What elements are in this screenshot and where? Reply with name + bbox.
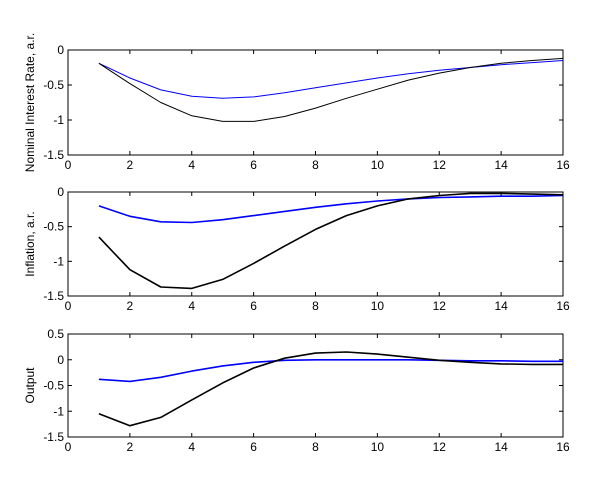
panel-1: 0 2 4 6 8 10 12 14 16 0 -0.5 -1 -1.5 Nominal Interest… (23, 33, 570, 172)
x-tick-label: 0 (65, 158, 72, 172)
series-line-2 (98, 351, 563, 427)
y-tick-label: -1.5 (43, 289, 64, 303)
x-tick-label: 4 (188, 299, 195, 313)
x-tick-label: 16 (556, 440, 570, 454)
x-tick-label: 14 (494, 158, 508, 172)
y-tick-label: 0.5 (47, 327, 64, 341)
x-tick-label: 12 (433, 440, 447, 454)
x-tick-label: 6 (250, 440, 257, 454)
x-tick-label: 4 (188, 440, 195, 454)
x-tick-label: 16 (556, 158, 570, 172)
x-tick-label: 2 (127, 158, 134, 172)
series-line-1 (98, 358, 563, 383)
x-tick-label: 8 (312, 158, 319, 172)
x-tick-label: 8 (312, 440, 319, 454)
x-tick-label: 6 (250, 299, 257, 313)
x-tick-label: 10 (371, 158, 385, 172)
y-tick-label: -1 (53, 113, 64, 127)
x-tick-label: 12 (433, 299, 447, 313)
y-tick-label: -0.5 (43, 379, 64, 393)
x-tick-label: 0 (65, 440, 72, 454)
x-tick-label: 10 (371, 299, 385, 313)
y-tick-label: -0.5 (43, 78, 64, 92)
y-axis-label: Nominal Interest Rate, a.r. (23, 33, 37, 172)
x-tick-label: 16 (556, 299, 570, 313)
y-axis-label: Inflation, a.r. (23, 211, 37, 276)
x-tick-label: 12 (433, 158, 447, 172)
x-tick-label: 8 (312, 299, 319, 313)
y-tick-label: 0 (57, 43, 64, 57)
x-tick-label: 2 (127, 440, 134, 454)
y-tick-label: -1 (53, 254, 64, 268)
x-tick-label: 6 (250, 158, 257, 172)
y-tick-label: 0 (57, 185, 64, 199)
y-tick-label: -1 (53, 404, 64, 418)
y-axis-label: Output (23, 367, 37, 404)
x-tick-label: 14 (494, 299, 508, 313)
series-line-1 (98, 60, 564, 99)
series-line-2 (98, 57, 564, 122)
x-tick-label: 4 (188, 158, 195, 172)
x-tick-label: 2 (127, 299, 134, 313)
x-tick-label: 14 (494, 440, 508, 454)
x-tick-label: 0 (65, 299, 72, 313)
panel-2: 0 2 4 6 8 10 12 14 16 0 -0.5 -1 -1.5 Inflation, a.r. (23, 185, 570, 313)
y-tick-label: -1.5 (43, 430, 64, 444)
y-tick-label: -0.5 (43, 220, 64, 234)
series-line-2 (98, 192, 564, 290)
y-tick-label: -1.5 (43, 148, 64, 162)
y-tick-label: 0 (57, 353, 64, 367)
x-tick-label: 10 (371, 440, 385, 454)
panel-3: 0 2 4 6 8 10 12 14 16 0.5 0 -0.5 -1 -1.5 Output (23, 327, 570, 454)
series-line-1 (98, 194, 564, 224)
axes-frame (67, 333, 564, 438)
